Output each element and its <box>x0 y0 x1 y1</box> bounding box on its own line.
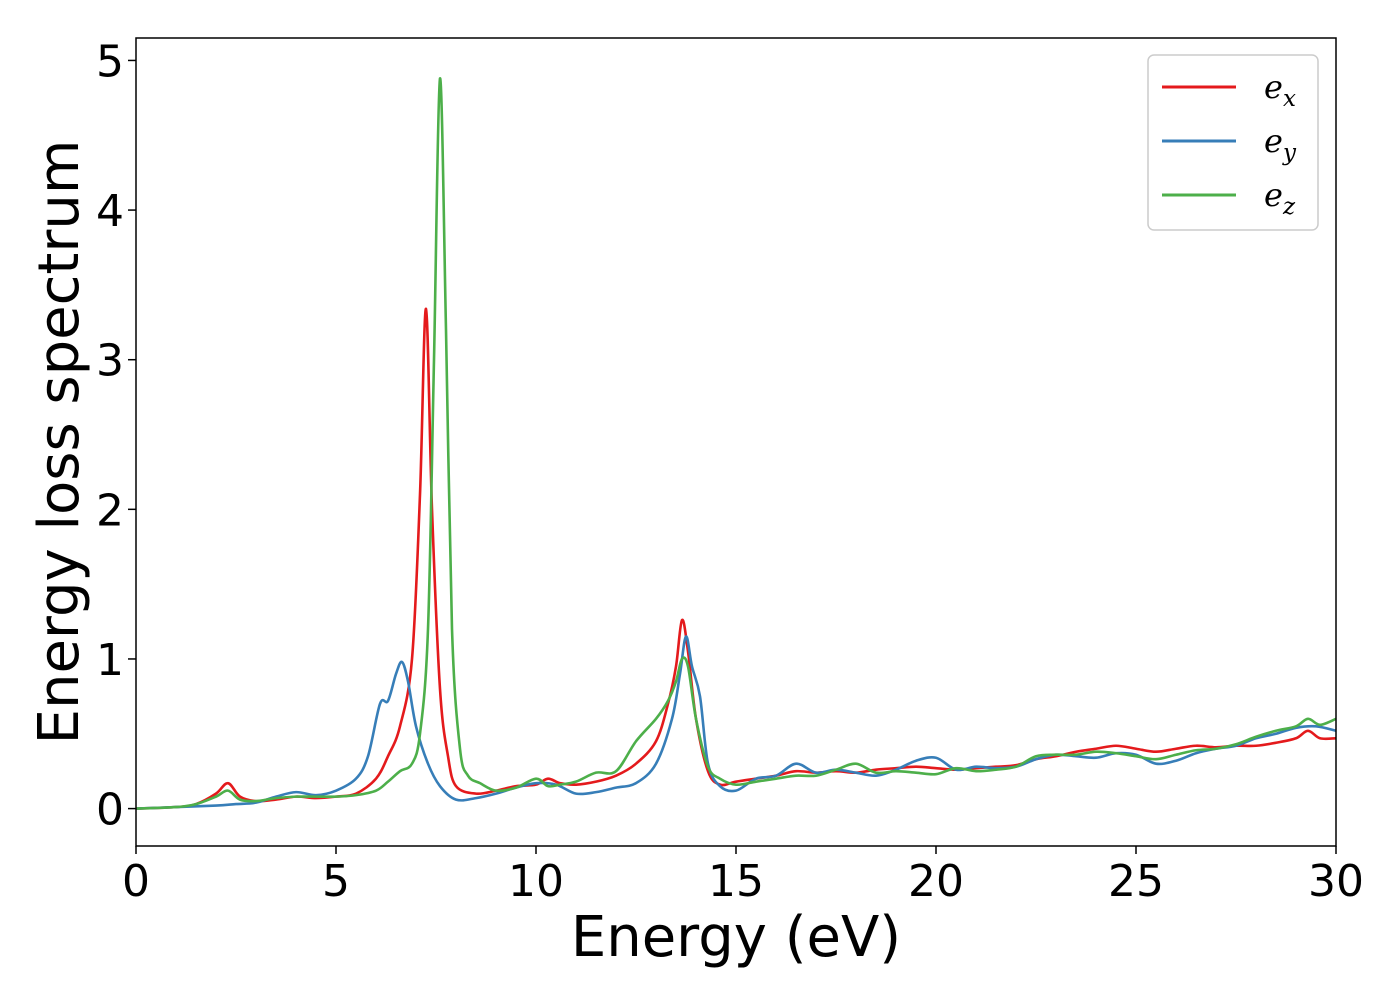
legend: ex ey ez <box>1147 54 1319 231</box>
y-tick-label: 1 <box>96 635 124 686</box>
series-line-ez <box>135 77 1337 810</box>
legend-label-ex: ex <box>1264 68 1296 112</box>
x-tick-label: 30 <box>1308 856 1364 907</box>
y-tick-label: 2 <box>96 485 124 536</box>
series-line-ex <box>135 307 1337 810</box>
series-layer <box>135 77 1337 810</box>
x-tick-label: 10 <box>508 856 564 907</box>
y-tick-label: 5 <box>96 36 124 87</box>
x-tick-label: 20 <box>908 856 964 907</box>
y-axis-label: Energy loss spectrum <box>27 140 92 745</box>
x-tick-label: 25 <box>1108 856 1164 907</box>
legend-label-ez: ez <box>1264 176 1296 220</box>
x-tick-label: 0 <box>122 856 150 907</box>
y-tick-label: 4 <box>96 186 124 237</box>
legend-label-ey: ey <box>1264 122 1297 166</box>
axis-ticks: 0 5 10 15 20 25 30 0 1 2 3 4 5 <box>96 36 1364 907</box>
x-tick-label: 15 <box>708 856 764 907</box>
y-tick-label: 0 <box>96 785 124 836</box>
x-axis-label: Energy (eV) <box>571 905 901 970</box>
x-tick-label: 5 <box>322 856 350 907</box>
y-tick-label: 3 <box>96 336 124 387</box>
